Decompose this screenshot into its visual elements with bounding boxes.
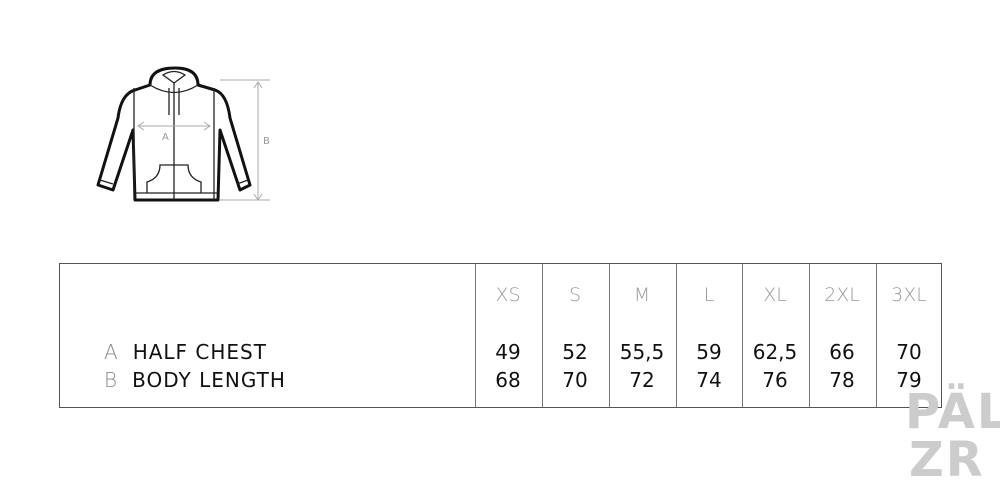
column-divider	[876, 264, 877, 407]
palzr-logo-watermark: PÄL ZR	[905, 384, 1000, 488]
label-a: A	[162, 132, 169, 143]
column-divider	[742, 264, 743, 407]
size-header: XS	[495, 284, 521, 306]
measurement-value: 70	[896, 340, 922, 364]
measurement-value: 52	[562, 340, 588, 364]
measurement-value: 74	[696, 368, 722, 392]
measurement-value: 62,5	[752, 340, 798, 364]
column-divider	[809, 264, 810, 407]
size-header: 3XL	[891, 284, 927, 306]
size-header: S	[568, 284, 582, 306]
size-header: M	[633, 284, 651, 306]
size-header: XL	[763, 284, 787, 306]
measurement-key: A	[104, 340, 119, 364]
column-divider	[475, 264, 476, 407]
size-header: L	[703, 284, 715, 306]
size-table: XS S M L XL 2XL 3XL A HALF CHEST 49 52 55,5 59 62,5 66…	[59, 263, 942, 408]
measurement-value: 49	[495, 340, 521, 364]
hoodie-measurement-diagram: A B	[96, 66, 270, 202]
column-divider	[609, 264, 610, 407]
column-divider	[542, 264, 543, 407]
measurement-value: 55,5	[619, 340, 665, 364]
size-header: 2XL	[824, 284, 860, 306]
measurement-value: 68	[495, 368, 521, 392]
measurement-value: 59	[696, 340, 722, 364]
measurement-name: HALF CHEST	[132, 340, 267, 364]
measurement-value: 78	[829, 368, 855, 392]
measurement-value: 72	[629, 368, 655, 392]
measurement-value: 79	[896, 368, 922, 392]
measurement-label: A HALF CHEST	[104, 340, 267, 364]
measurement-value: 76	[762, 368, 788, 392]
column-divider	[676, 264, 677, 407]
measurement-value: 70	[562, 368, 588, 392]
label-b: B	[263, 136, 270, 147]
measurement-value: 66	[829, 340, 855, 364]
measurement-label: B BODY LENGTH	[104, 368, 286, 392]
measurement-key: B	[104, 368, 119, 392]
measurement-name: BODY LENGTH	[132, 368, 286, 392]
